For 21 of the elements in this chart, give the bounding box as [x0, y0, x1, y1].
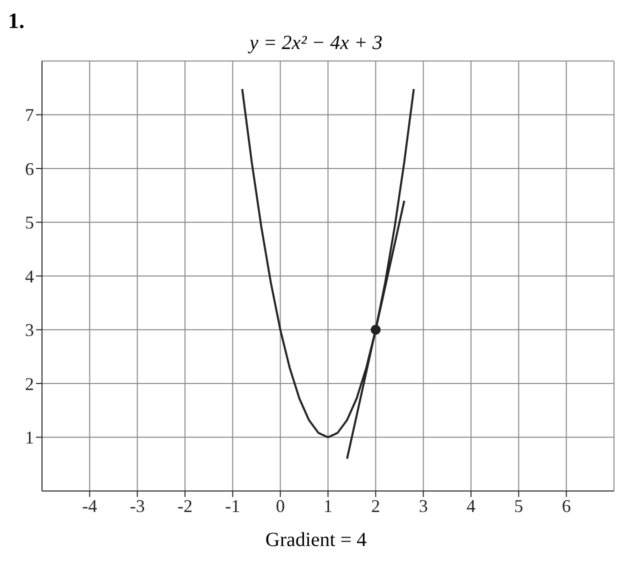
text: Gradient = 4	[264, 529, 368, 552]
x-tick-label: 6	[562, 496, 571, 516]
x-tick-label: 0	[276, 496, 285, 516]
y-tick-label: 5	[25, 212, 34, 233]
x-tick-label: -1	[225, 496, 240, 516]
x-tick-label: 3	[418, 496, 428, 516]
x-tick-label: 4	[466, 496, 476, 516]
y-tick-label: 1	[25, 428, 34, 448]
x-tick-label: -4	[82, 496, 98, 516]
x-tick-label: 5	[514, 496, 524, 516]
y-tick-label: 7	[25, 105, 34, 126]
x-tick-label: -2	[178, 496, 192, 516]
y-tick-label: 4	[25, 266, 34, 286]
y-tick-label: 6	[25, 158, 34, 179]
x-tick-label: -3	[130, 496, 145, 516]
text: 1.	[8, 8, 26, 33]
chart-title: y = 2x² − 4x + 3	[246, 32, 384, 55]
y-tick-label: 3	[25, 320, 34, 340]
x-tick-label: 1	[324, 496, 332, 516]
x-tick-label: 2	[371, 496, 380, 516]
y-tick-label: 2	[25, 374, 34, 394]
